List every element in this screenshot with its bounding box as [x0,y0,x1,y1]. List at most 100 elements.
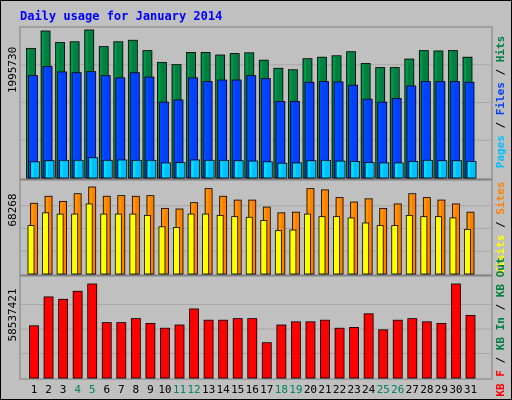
bottom-bar-highlight [234,319,237,377]
middle-bar-highlight [349,218,352,273]
top-bar-highlight [131,73,134,177]
middle-bar-highlight [101,215,104,273]
top-bar-pages [204,159,215,179]
legend-entry: / [494,62,507,82]
x-tick-label: 18 [275,383,288,396]
top-bar-highlight [380,163,383,177]
bottom-bar-kb-f [130,318,141,379]
top-bar-highlight [218,81,221,177]
legend-entry: / [494,350,507,370]
x-tick-label: 9 [147,383,154,396]
top-bar-pages [437,160,448,179]
bottom-bar-highlight [248,319,251,377]
bottom-bar-kb-f [334,327,345,379]
bottom-bar-highlight [394,321,397,377]
x-axis-labels: 1 2 3 4 5 6 7 8 9 10 11 12 13 14 15 16 17 18 19 20 21 22 23 24 2… [31,383,477,396]
top-bar-highlight [189,78,192,177]
middle-bar-highlight [334,217,337,273]
x-tick-label: 6 [103,383,110,396]
legend-entry: KB Out [494,257,507,297]
bottom-bar-kb-f [87,283,98,379]
bottom-bar-highlight [146,324,149,377]
top-bar-highlight [60,161,63,177]
top-bar-highlight [160,103,163,177]
bottom-bar-kb-f [276,324,287,379]
top-bar-pages [88,157,99,179]
x-tick-label: 26 [391,383,404,396]
top-bar-highlight [235,161,238,177]
panel-top-ymax-label: 1995730 [6,47,19,93]
top-bar-pages [117,159,128,179]
bottom-bar-kb-f [203,319,214,379]
top-bar-highlight [468,162,470,177]
top-bar-pages [44,160,55,179]
top-bar-highlight [175,100,177,177]
legend-entry: KB F [494,370,507,397]
top-bar-highlight [407,86,410,177]
bottom-bar-kb-f [320,319,330,379]
bottom-bar-highlight [176,326,178,377]
bottom-bar-highlight [132,319,135,377]
x-tick-label: 12 [187,383,200,396]
x-tick-label: 10 [158,383,171,396]
middle-bar-highlight [305,215,308,273]
middle-bar-highlight [116,215,119,273]
bottom-bar-highlight [190,309,193,377]
top-bar-pages [335,160,346,179]
x-tick-label: 28 [420,383,433,396]
bottom-bar-highlight [103,323,106,377]
top-bar-highlight [118,160,121,177]
top-bar-pages [408,161,419,179]
bottom-bar-kb-f [363,313,374,379]
middle-bar-highlight [159,227,162,273]
bottom-bar-kb-f [436,323,447,379]
bottom-bar-highlight [59,300,62,377]
top-bar-highlight [206,161,209,177]
top-bar-highlight [75,161,78,177]
legend-entry: / [494,215,507,235]
top-bar-highlight [191,160,194,177]
bottom-bar-kb-f [101,322,112,379]
bottom-bar-highlight [408,319,411,377]
top-bar-pages [161,162,171,179]
middle-bar-highlight [130,215,133,273]
x-tick-label: 16 [246,383,259,396]
top-bar-highlight [162,163,165,177]
middle-bar-highlight [320,217,322,273]
bar-layer [21,29,491,379]
top-bar-highlight [393,99,396,177]
bottom-bar-kb-f [72,290,83,379]
bottom-bar-highlight [321,321,324,377]
top-bar-pages [248,160,259,179]
top-bar-highlight [337,162,340,177]
top-bar-pages [291,162,302,179]
bottom-bar-highlight [437,324,440,377]
top-bar-highlight [378,103,381,177]
bottom-bar-kb-f [232,318,243,379]
x-tick-label: 1 [31,383,38,396]
bottom-bar-kb-f [407,318,418,379]
panel-middle-ymax-label: 68268 [6,193,19,226]
x-tick-label: 3 [60,383,67,396]
top-bar-pages [233,160,244,179]
legend-entry: Pages [494,135,507,168]
top-bar-highlight [262,79,265,177]
bottom-bar-kb-f [247,318,258,379]
middle-bar-highlight [43,213,46,273]
legend-entry: Sites [494,182,507,215]
x-tick-label: 11 [173,383,186,396]
x-tick-label: 8 [133,383,140,396]
top-bar-pages [262,161,273,179]
bottom-bar-highlight [423,322,426,377]
top-bar-highlight [335,82,338,177]
bottom-bar-highlight [452,285,455,377]
middle-bar-highlight [247,218,250,273]
top-bar-highlight [116,78,119,177]
bottom-bar-kb-f [160,327,170,379]
top-bar-highlight [233,81,236,177]
top-bar-highlight [46,161,49,177]
bottom-bar-highlight [30,326,33,377]
middle-bar-highlight [87,204,90,273]
x-tick-label: 4 [74,383,81,396]
